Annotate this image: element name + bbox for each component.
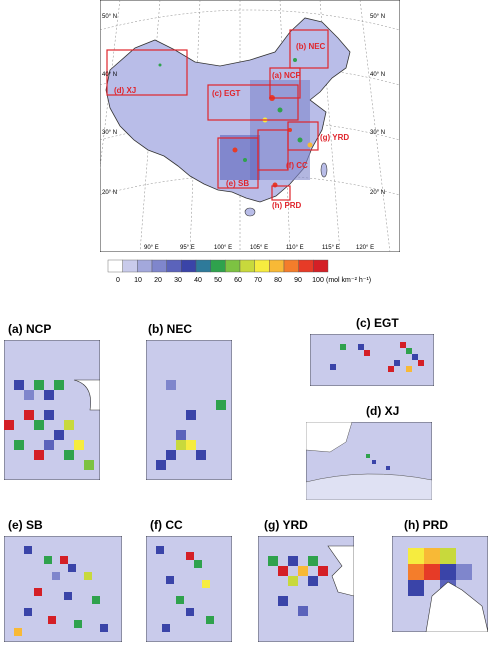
colorbar-tick: 70: [254, 277, 262, 284]
colorbar-tick: 90: [294, 277, 302, 284]
panel-title-yrd: (g) YRD: [264, 518, 308, 532]
lat-labels: 50° N 40° N 30° N 20° N 50° N 40° N 30° …: [102, 14, 385, 196]
lon-labels: 90° E 95° E 100° E 105° E 110° E 115° E …: [144, 245, 374, 251]
grid-cells: [330, 342, 424, 372]
region-box-xj: [106, 49, 188, 96]
south-china-sea: [425, 581, 488, 632]
colorbar-swatch: [254, 259, 270, 273]
lat-label-right: 40° N: [370, 72, 385, 78]
panel-map-sb: [4, 536, 122, 642]
colorbar-tick: 80: [274, 277, 282, 284]
hainan-island: [244, 207, 256, 217]
panel-title-sb: (e) SB: [8, 518, 43, 532]
china-emission-map: (d) XJ (b) NEC (a) NCP (c) EGT (e) SB (f…: [100, 0, 400, 252]
panel-title-xj: (d) XJ: [366, 404, 400, 418]
lon-label: 120° E: [356, 245, 374, 251]
grid-cells: [268, 556, 328, 616]
panel-map-nec: [146, 340, 232, 480]
lat-label-right: 20° N: [370, 190, 385, 196]
lat-label-left: 40° N: [102, 72, 117, 78]
colorbar-swatch: [181, 259, 197, 273]
east-china-sea: [327, 545, 354, 597]
grid-cells: [366, 454, 390, 470]
region-box-yrd: [287, 121, 319, 151]
panel-map-egt: [310, 334, 434, 386]
colorbar-tick: 50: [214, 277, 222, 284]
region-label-prd: (h) PRD: [272, 201, 302, 210]
region-labels: (d) XJ (b) NEC (a) NCP (c) EGT (e) SB (f…: [114, 42, 349, 210]
colorbar-tick: 100: [312, 277, 324, 284]
region-boxes: [106, 29, 329, 201]
panel-map-prd: [392, 536, 488, 632]
outside-region: [306, 422, 353, 453]
colorbar-tick: 20: [154, 277, 162, 284]
colorbar-swatch: [137, 259, 153, 273]
colorbar-swatch: [122, 259, 138, 273]
colorbar-swatch: [107, 259, 123, 273]
colorbar: 0 10 20 30 40 50 60 70 80 90 100 (mol km…: [107, 259, 371, 284]
lon-label: 110° E: [286, 245, 304, 251]
colorbar-swatch: [225, 259, 241, 273]
lat-label-right: 50° N: [370, 14, 385, 20]
panel-map-cc: [146, 536, 232, 642]
lon-label: 105° E: [250, 245, 268, 251]
region-label-egt: (c) EGT: [212, 89, 241, 98]
colorbar-swatches: [107, 259, 329, 273]
colorbar-tick: 10: [134, 277, 142, 284]
colorbar-unit: (mol km⁻² h⁻¹): [326, 277, 371, 284]
region-box-nec: [289, 29, 329, 69]
panel-title-egt: (c) EGT: [356, 316, 399, 330]
region-box-ncp: [269, 67, 301, 99]
region-label-ncp: (a) NCP: [272, 71, 302, 80]
lat-label-left: 20° N: [102, 190, 117, 196]
lon-label: 100° E: [214, 245, 232, 251]
region-label-cc: (f) CC: [286, 161, 308, 170]
colorbar-ticks: 0 10 20 30 40 50 60 70 80 90 100: [116, 277, 324, 284]
panel-map-yrd: [258, 536, 354, 642]
southern-border: [306, 473, 432, 500]
lon-label: 115° E: [322, 245, 340, 251]
colorbar-swatch: [151, 259, 167, 273]
panel-map-ncp: [4, 340, 100, 480]
lon-label: 95° E: [180, 245, 195, 251]
region-label-yrd: (g) YRD: [320, 133, 349, 142]
colorbar-tick: 0: [116, 277, 120, 284]
panel-title-nec: (b) NEC: [148, 322, 192, 336]
panel-title-cc: (f) CC: [150, 518, 183, 532]
colorbar-tick: 30: [174, 277, 182, 284]
region-label-sb: (e) SB: [226, 179, 249, 188]
colorbar-swatch: [313, 259, 329, 273]
colorbar-swatch: [195, 259, 211, 273]
lat-label-right: 30° N: [370, 130, 385, 136]
grid-cells: [14, 546, 108, 636]
region-label-xj: (d) XJ: [114, 86, 136, 95]
colorbar-swatch: [166, 259, 182, 273]
colorbar-tick: 40: [194, 277, 202, 284]
region-box-egt: [207, 84, 299, 121]
grid-cells: [4, 380, 94, 470]
bohai-sea: [73, 379, 100, 411]
colorbar-swatch: [283, 259, 299, 273]
grid-cells: [408, 548, 472, 596]
colorbar-swatch: [239, 259, 255, 273]
colorbar-swatch: [298, 259, 314, 273]
lon-label: 90° E: [144, 245, 159, 251]
grid-cells: [156, 546, 214, 632]
grid-cells: [156, 380, 226, 470]
taiwan-island: [320, 162, 328, 178]
panel-title-prd: (h) PRD: [404, 518, 448, 532]
region-box-prd: [271, 185, 291, 201]
colorbar-swatch: [269, 259, 285, 273]
panel-title-ncp: (a) NCP: [8, 322, 52, 336]
panel-map-xj: [306, 422, 432, 500]
colorbar-swatch: [210, 259, 226, 273]
lat-label-left: 50° N: [102, 14, 117, 20]
lat-label-left: 30° N: [102, 130, 117, 136]
colorbar-tick: 60: [234, 277, 242, 284]
region-label-nec: (b) NEC: [296, 42, 326, 51]
